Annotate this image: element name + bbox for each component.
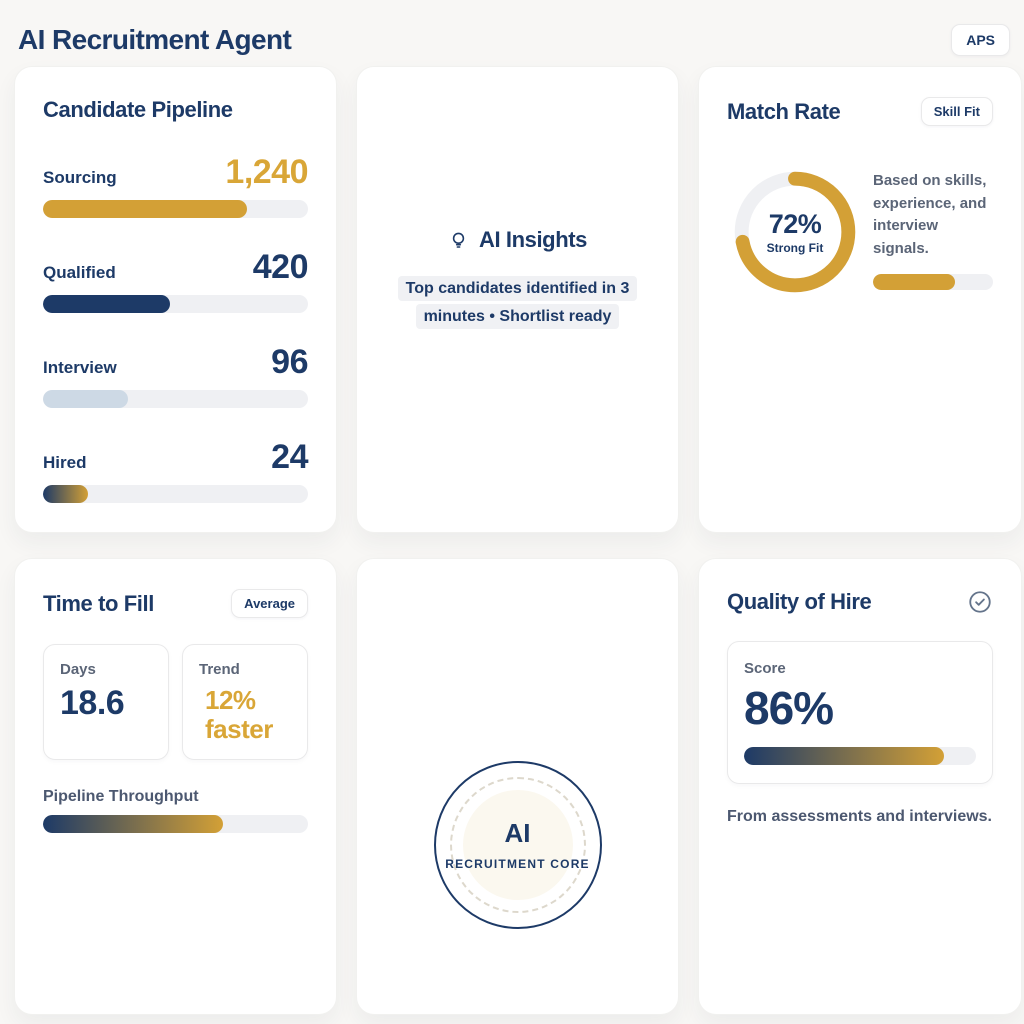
match-bar-track xyxy=(873,274,993,290)
lightbulb-icon xyxy=(448,230,469,251)
throughput-label: Pipeline Throughput xyxy=(43,788,199,806)
stage-value: 1,240 xyxy=(225,153,308,191)
pipeline-stage-interview: Interview 96 xyxy=(43,343,308,408)
stage-label: Interview xyxy=(43,358,117,377)
trend-box: Trend 12% faster xyxy=(182,644,308,761)
donut-label: Strong Fit xyxy=(766,241,824,255)
days-value: 18.6 xyxy=(60,684,125,722)
trend-label: Trend xyxy=(199,661,240,678)
core-subtitle: RECRUITMENT CORE xyxy=(445,857,590,871)
donut-arc xyxy=(734,171,856,293)
insights-text: Top candidates identified in 3 minutes •… xyxy=(392,275,644,331)
score-bar-track xyxy=(744,747,976,765)
pipeline-stage-qualified: Qualified 420 xyxy=(43,248,309,313)
stage-bar-track xyxy=(43,200,308,218)
stage-bar-fill xyxy=(43,295,171,313)
dashboard-grid: Candidate Pipeline Sourcing 1,240 Qualif… xyxy=(14,66,1022,1015)
core-ai-label: AI xyxy=(504,818,531,848)
check-circle-icon xyxy=(967,589,993,615)
score-value: 86% xyxy=(744,682,834,734)
pipeline-title: Candidate Pipeline xyxy=(43,97,233,122)
core-inner-circle: AI RECRUITMENT CORE xyxy=(445,789,589,900)
throughput-bar-fill xyxy=(43,815,224,834)
page-title: AI Recruitment Agent xyxy=(18,24,292,55)
days-box: Days 18.6 xyxy=(43,644,169,761)
quality-footnote: From assessments and interviews. xyxy=(727,808,992,825)
match-bar-fill xyxy=(873,274,955,290)
card-quality-of-hire: Quality of Hire Score 86% From assessmen… xyxy=(698,558,1022,1015)
skill-fit-badge[interactable]: Skill Fit xyxy=(920,97,993,126)
donut-value: 72% xyxy=(768,209,822,239)
pipeline-stage-sourcing: Sourcing 1,240 xyxy=(43,153,308,218)
quality-title: Quality of Hire xyxy=(727,589,872,614)
stage-value: 24 xyxy=(271,438,308,476)
card-time-to-fill: Time to Fill Average Days 18.6 Trend 12%… xyxy=(14,558,337,1015)
aps-badge[interactable]: APS xyxy=(951,24,1010,56)
stage-value: 420 xyxy=(252,248,309,286)
card-ai-insights: AI Insights Top candidates identified in… xyxy=(356,66,679,533)
score-bar-fill xyxy=(744,747,944,765)
stage-label: Hired xyxy=(43,453,87,472)
pipeline-stage-hired: Hired 24 xyxy=(43,438,308,503)
match-description: Based on skills, experience, and intervi… xyxy=(873,172,987,257)
trend-value: 12% faster xyxy=(205,685,273,744)
average-badge[interactable]: Average xyxy=(231,589,308,618)
insights-title: AI Insights xyxy=(478,227,588,252)
throughput-section: Pipeline Throughput xyxy=(43,788,308,834)
time-title: Time to Fill xyxy=(43,590,154,616)
score-box: Score 86% xyxy=(727,641,993,784)
match-title: Match Rate xyxy=(727,98,841,124)
stage-bar-fill xyxy=(43,390,128,408)
card-match-rate: Match Rate Skill Fit 72% Strong Fit Base… xyxy=(698,66,1022,533)
stage-bar-track xyxy=(43,390,308,408)
score-label: Score xyxy=(744,660,786,677)
core-circle: AI RECRUITMENT CORE xyxy=(433,760,602,929)
match-donut: 72% Strong Fit xyxy=(731,168,859,296)
stage-bar-track xyxy=(43,295,308,313)
stage-label: Sourcing xyxy=(43,168,117,187)
card-candidate-pipeline: Candidate Pipeline Sourcing 1,240 Qualif… xyxy=(14,66,337,533)
stage-bar-fill xyxy=(43,485,89,503)
core-dashed-ring: AI RECRUITMENT CORE xyxy=(445,776,589,913)
stage-label: Qualified xyxy=(43,263,116,282)
days-label: Days xyxy=(60,661,96,678)
stage-value: 96 xyxy=(271,343,308,381)
stage-bar-track xyxy=(43,485,308,503)
stage-bar-fill xyxy=(43,200,248,218)
page-header: AI Recruitment Agent APS xyxy=(18,20,1010,60)
card-recruitment-core: AI RECRUITMENT CORE xyxy=(356,558,679,1015)
throughput-bar-track xyxy=(43,815,308,834)
